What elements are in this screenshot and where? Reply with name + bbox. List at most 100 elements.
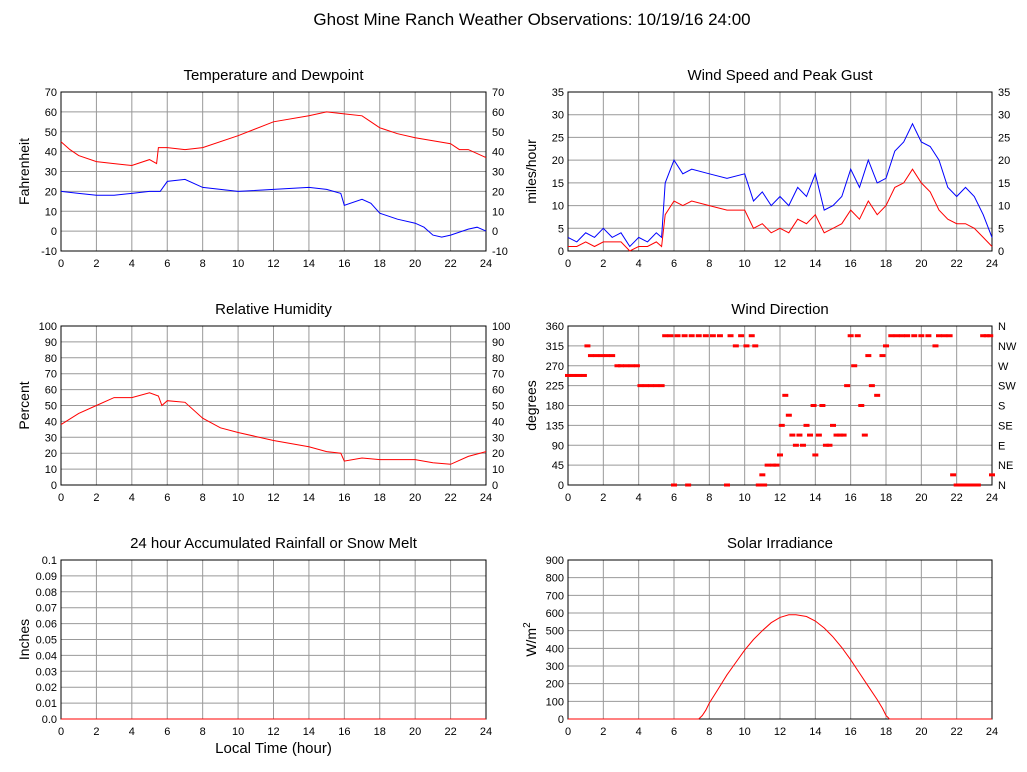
data-point [865, 354, 872, 358]
data-point [925, 334, 932, 338]
y-tick-label-right: 0 [492, 226, 498, 238]
x-tick-label: 22 [444, 492, 456, 504]
x-tick-label: 6 [164, 726, 170, 738]
x-tick-label: 20 [915, 258, 927, 270]
y-axis-label: Percent [16, 381, 32, 429]
x-tick-label: 8 [706, 492, 712, 504]
x-tick-label: 14 [809, 492, 821, 504]
x-tick-label: 8 [200, 726, 206, 738]
x-tick-label: 10 [232, 492, 244, 504]
y-tick-label: 0.03 [36, 666, 57, 678]
data-point [628, 364, 635, 368]
panel-title: Relative Humidity [215, 301, 332, 318]
data-point [648, 384, 655, 388]
x-tick-label: 22 [444, 258, 456, 270]
y-tick-label-right: 70 [492, 369, 504, 381]
y-tick-label: 90 [45, 337, 57, 349]
data-point [674, 334, 681, 338]
x-tick-label: 16 [338, 492, 350, 504]
y-tick-label: 0.08 [36, 587, 57, 599]
y-tick-label: 15 [552, 178, 564, 190]
x-tick-label: 10 [232, 726, 244, 738]
data-point [911, 334, 918, 338]
y-tick-label: 25 [552, 132, 564, 144]
y-tick-label: 60 [45, 107, 57, 119]
y-tick-label: 900 [546, 555, 564, 567]
data-point [822, 443, 829, 447]
y-tick-label: 35 [552, 87, 564, 99]
y-tick-label-right: 20 [998, 155, 1010, 167]
data-point [724, 483, 730, 487]
x-tick-label: 2 [600, 258, 606, 270]
x-tick-label: 12 [774, 726, 786, 738]
x-tick-label: 14 [303, 726, 315, 738]
series-line-2 [60, 178, 487, 238]
y-tick-label-right: 15 [998, 178, 1010, 190]
x-tick-label: 24 [480, 726, 492, 738]
x-tick-label: 12 [774, 492, 786, 504]
data-point [904, 334, 911, 338]
y-axis-label-sup: 2 [522, 622, 533, 628]
data-point [685, 483, 692, 487]
x-tick-label: 12 [267, 492, 279, 504]
y-tick-label-right: 0 [998, 246, 1004, 258]
x-tick-label: 0 [58, 492, 64, 504]
x-tick-label: 4 [129, 492, 135, 504]
y-tick-label-right: 10 [492, 206, 504, 218]
x-tick-label: 4 [636, 726, 642, 738]
y-tick-label: 500 [546, 626, 564, 638]
data-point [748, 334, 755, 338]
x-tick-label: 16 [338, 726, 350, 738]
y-tick-label: 10 [552, 201, 564, 213]
x-tick-label: 4 [129, 258, 135, 270]
data-point [667, 334, 674, 338]
series-line-1 [568, 614, 992, 720]
y-tick-label-right: NE [998, 460, 1013, 472]
data-point [826, 443, 833, 447]
x-tick-label: 18 [880, 258, 892, 270]
y-tick-label: 0.1 [42, 555, 57, 567]
y-tick-label: 0.07 [36, 603, 57, 615]
y-tick-label-right: 60 [492, 385, 504, 397]
y-tick-label: 20 [552, 155, 564, 167]
y-tick-label: 700 [546, 590, 564, 602]
data-point [932, 344, 939, 348]
plot-frame [567, 325, 993, 486]
data-point [851, 364, 858, 368]
data-point [874, 393, 881, 397]
y-tick-label: 225 [546, 381, 564, 393]
data-point [609, 354, 616, 358]
y-tick-label-right: 10 [998, 201, 1010, 213]
data-point [980, 334, 987, 338]
y-tick-label: 100 [39, 321, 57, 333]
data-point [989, 473, 995, 477]
x-tick-label: 8 [200, 492, 206, 504]
series-line-1 [567, 122, 993, 248]
x-tick-label: 6 [164, 492, 170, 504]
y-tick-label-right: 40 [492, 147, 504, 159]
x-tick-label: 18 [880, 726, 892, 738]
data-point [614, 364, 621, 368]
data-point [812, 453, 819, 457]
data-point [759, 473, 766, 477]
y-tick-label: 50 [45, 127, 57, 139]
x-axis-label: Local Time (hour) [215, 740, 332, 757]
data-point [658, 384, 665, 388]
x-tick-label: 22 [951, 258, 963, 270]
data-point [570, 373, 577, 377]
series-line-1 [60, 111, 487, 167]
x-tick-label: 10 [739, 726, 751, 738]
data-point [918, 334, 925, 338]
data-point [773, 463, 780, 467]
data-point [598, 354, 605, 358]
y-tick-label: 200 [546, 679, 564, 691]
panel-title: Temperature and Dewpoint [183, 67, 364, 84]
plot-frame [60, 91, 487, 252]
y-tick-label-right: N [998, 480, 1006, 492]
x-tick-label: 14 [303, 492, 315, 504]
data-point [819, 404, 826, 407]
data-point [681, 334, 688, 338]
x-tick-label: 2 [93, 726, 99, 738]
x-tick-label: 24 [480, 492, 492, 504]
